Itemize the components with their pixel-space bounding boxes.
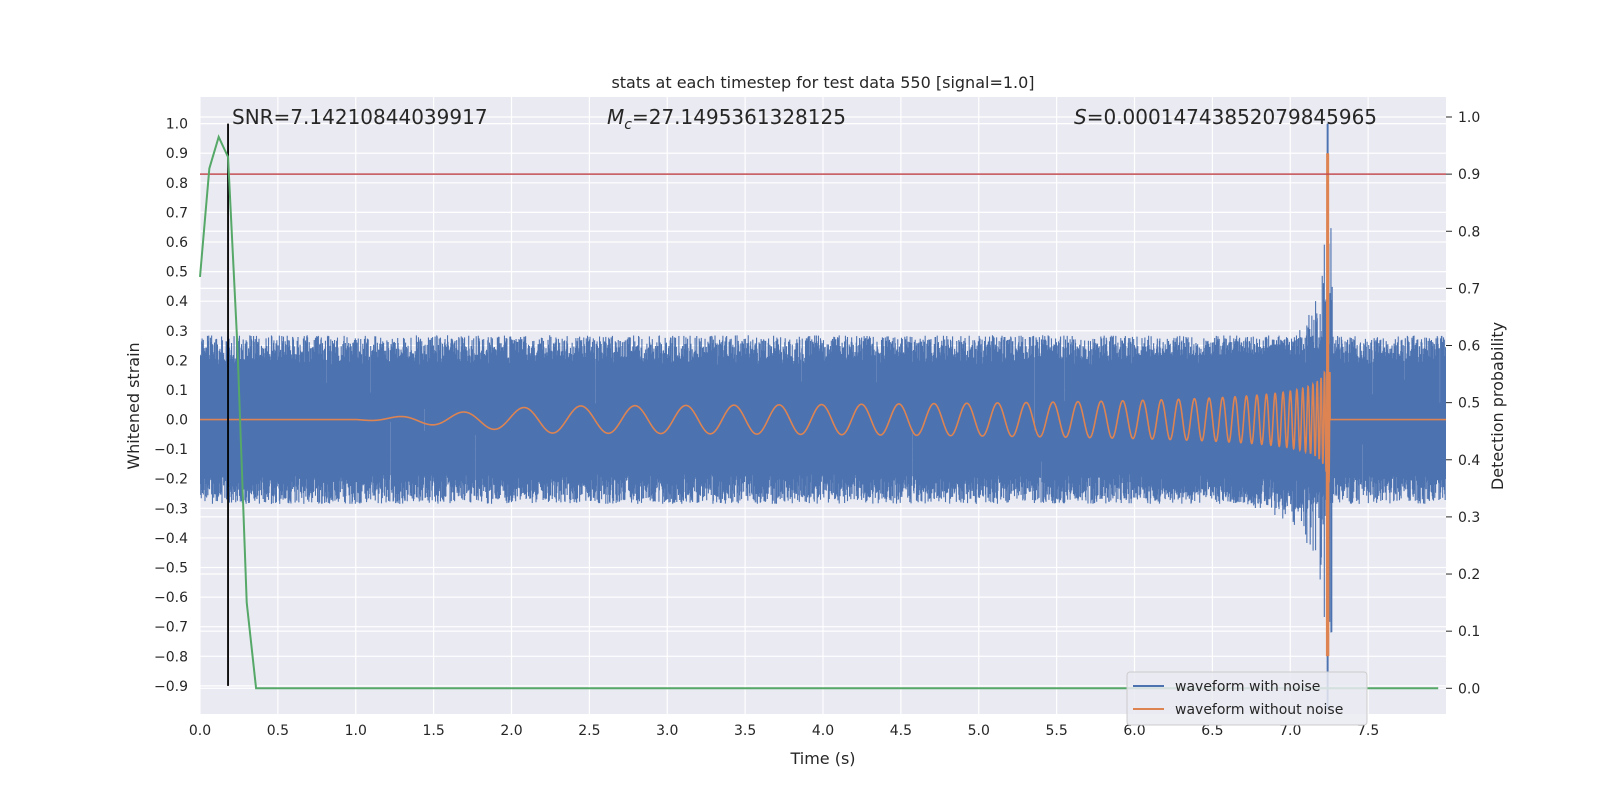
y-tick-label-left: 0.1 [166,383,188,399]
chart-title: stats at each timestep for test data 550… [611,73,1034,92]
y-tick-label-left: 0.6 [166,235,188,251]
series-layer [200,123,1446,710]
y-tick-label-left: −0.8 [154,649,188,665]
x-tick-label: 4.5 [890,723,912,739]
series-noise-line [200,123,1446,710]
x-tick-label: 1.0 [345,723,367,739]
y-tick-label-left: 0.9 [166,146,188,162]
y-tick-label-right: 0.7 [1458,281,1480,297]
y-tick-label-left: 0.7 [166,205,188,221]
chirp-mass-subscript: c [624,117,632,133]
y-tick-label-right: 0.6 [1458,339,1480,355]
y-tick-label-left: 0.2 [166,353,188,369]
y-tick-label-right: 1.0 [1458,110,1480,126]
chirp-mass-symbol: M [607,105,624,129]
s-symbol: S [1074,105,1087,129]
series-clean-line [200,153,1446,657]
x-tick-label: 4.0 [812,723,834,739]
y-tick-label-left: −0.1 [154,442,188,458]
y-tick-label-right: 0.9 [1458,167,1480,183]
y-tick-label-right: 0.5 [1458,396,1480,412]
y-tick-label-right: 0.2 [1458,567,1480,583]
y-axis-label-left: Whitened strain [124,342,143,469]
x-axis-label: Time (s) [789,749,855,768]
y-tick-label-right: 0.3 [1458,510,1480,526]
y-tick-label-left: 1.0 [166,117,188,133]
x-tick-label: 7.5 [1357,723,1379,739]
y-ticks-left: 1.0 0.9 0.8 0.7 0.6 0.5 0.4 0.3 0.2 0.1 0.0 −0.1 −0.… [154,117,188,695]
overlay-layer [199,123,1446,690]
y-tick-label-left: −0.3 [154,501,188,517]
chirp-mass-annotation: Mc=27.1495361328125 [607,105,846,133]
x-tick-label: 7.0 [1279,723,1301,739]
y-tick-label-right: 0.8 [1458,224,1480,240]
x-tick-label: 3.0 [656,723,678,739]
y-tick-label-right: 0.1 [1458,624,1480,640]
y-tick-label-left: 0.4 [166,294,188,310]
legend-label-clean: waveform without noise [1175,702,1343,718]
y-tick-label-left: −0.6 [154,590,188,606]
y-tick-label-left: 0.0 [166,413,188,429]
y-tick-label-left: −0.2 [154,472,188,488]
x-tick-label: 5.5 [1045,723,1067,739]
x-tick-label: 6.5 [1201,723,1223,739]
y-tick-label-left: 0.5 [166,265,188,281]
y-tick-label-left: 0.8 [166,176,188,192]
y-tick-label-left: −0.9 [154,679,188,695]
y-tick-label-right: 0.4 [1458,453,1480,469]
x-tick-label: 2.0 [500,723,522,739]
legend-label-noise: waveform with noise [1175,679,1320,695]
series-probability-line [199,134,1439,690]
x-tick-label: 1.5 [422,723,444,739]
y-tick-label-right: 0.0 [1458,681,1480,697]
x-tick-label: 3.5 [734,723,756,739]
snr-annotation: SNR=7.14210844039917 [232,105,488,129]
s-annotation: S=0.00014743852079845965 [1074,105,1377,129]
x-tick-label: 5.0 [968,723,990,739]
x-tick-label: 2.5 [578,723,600,739]
y-ticks-right: 1.0 0.9 0.8 0.7 0.6 0.5 0.4 0.3 0.2 0.1 0.0 [1446,110,1480,697]
x-tick-label: 0.0 [189,723,211,739]
y-tick-label-left: −0.4 [154,531,188,547]
legend: waveform with noise waveform without noi… [1126,671,1368,726]
y-tick-label-left: 0.3 [166,324,188,340]
chirp-mass-value: =27.1495361328125 [632,105,846,129]
s-value: =0.00014743852079845965 [1087,105,1377,129]
legend-box [1126,671,1368,726]
x-tick-label: 0.5 [267,723,289,739]
x-tick-label: 6.0 [1123,723,1145,739]
y-tick-label-left: −0.7 [154,620,188,636]
x-ticks: 0.0 0.5 1.0 1.5 2.0 2.5 3.0 3.5 4.0 4.5 5.0 5.5 6.0 6… [189,723,1379,739]
y-axis-label-right: Detection probability [1488,322,1507,490]
y-tick-label-left: −0.5 [154,561,188,577]
